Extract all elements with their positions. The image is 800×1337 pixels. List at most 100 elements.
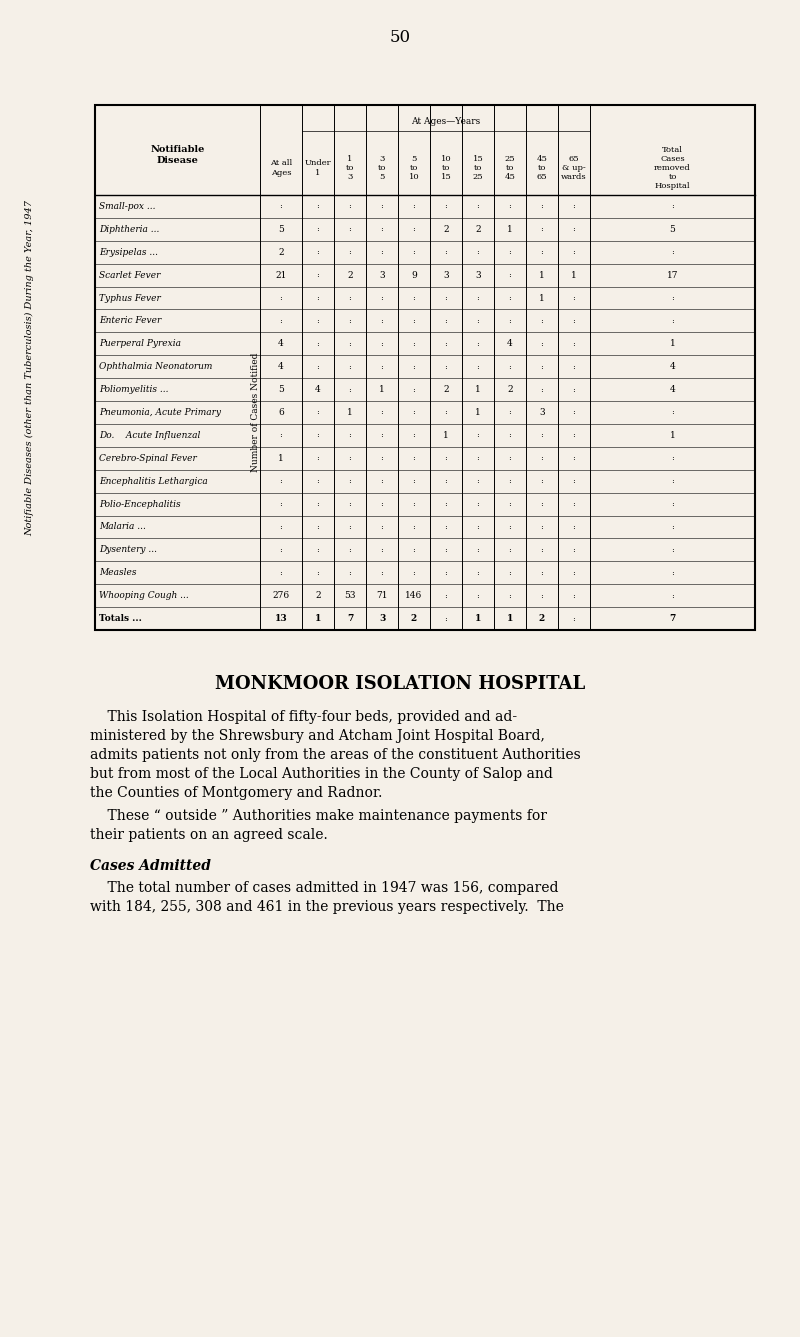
Text: :: : (445, 523, 447, 531)
Text: 1: 1 (475, 385, 481, 394)
Text: 3: 3 (379, 614, 385, 623)
Text: 21: 21 (275, 270, 286, 279)
Text: 2: 2 (347, 270, 353, 279)
Text: :: : (509, 317, 511, 325)
Text: :: : (573, 294, 575, 302)
Text: 2: 2 (443, 385, 449, 394)
Text: Whooping Cough ...: Whooping Cough ... (99, 591, 189, 600)
Text: :: : (671, 455, 674, 463)
Text: :: : (573, 317, 575, 325)
Text: Measles: Measles (99, 568, 137, 578)
Text: 276: 276 (273, 591, 290, 600)
Text: :: : (413, 249, 415, 257)
Text: 2: 2 (507, 385, 513, 394)
Text: with 184, 255, 308 and 461 in the previous years respectively.  The: with 184, 255, 308 and 461 in the previo… (90, 900, 564, 915)
Text: :: : (671, 568, 674, 576)
Text: :: : (671, 202, 674, 210)
Text: :: : (477, 294, 479, 302)
Text: :: : (445, 249, 447, 257)
Text: At all
Ages: At all Ages (270, 159, 292, 176)
Text: :: : (509, 455, 511, 463)
Bar (95, 106, 755, 630)
Text: :: : (671, 409, 674, 417)
Text: :: : (509, 568, 511, 576)
Text: :: : (477, 455, 479, 463)
Text: :: : (573, 523, 575, 531)
Text: 2: 2 (443, 225, 449, 234)
Text: :: : (573, 568, 575, 576)
Text: :: : (573, 500, 575, 508)
Text: :: : (477, 523, 479, 531)
Text: Puerperal Pyrexia: Puerperal Pyrexia (99, 340, 181, 349)
Text: :: : (573, 477, 575, 485)
Text: 4: 4 (507, 340, 513, 349)
Text: 1: 1 (507, 225, 513, 234)
Text: Pneumonia, Acute Primary: Pneumonia, Acute Primary (99, 408, 221, 417)
Text: 1: 1 (670, 340, 675, 349)
Text: Cases Admitted: Cases Admitted (90, 858, 211, 873)
Text: :: : (573, 362, 575, 370)
Text: 1: 1 (315, 614, 321, 623)
Text: 146: 146 (406, 591, 422, 600)
Text: :: : (541, 362, 543, 370)
Text: but from most of the Local Authorities in the County of Salop and: but from most of the Local Authorities i… (90, 767, 553, 781)
Text: 2: 2 (315, 591, 321, 600)
Text: :: : (509, 271, 511, 279)
Text: :: : (509, 592, 511, 600)
Text: :: : (541, 317, 543, 325)
Text: :: : (573, 455, 575, 463)
Text: :: : (477, 202, 479, 210)
Text: :: : (413, 500, 415, 508)
Text: :: : (317, 202, 319, 210)
Text: :: : (541, 432, 543, 440)
Text: :: : (509, 523, 511, 531)
Text: :: : (445, 477, 447, 485)
Text: :: : (671, 523, 674, 531)
Text: :: : (317, 294, 319, 302)
Text: :: : (477, 249, 479, 257)
Text: 5: 5 (670, 225, 675, 234)
Text: Diphtheria ...: Diphtheria ... (99, 225, 159, 234)
Text: 25
to
45: 25 to 45 (505, 155, 515, 182)
Text: :: : (541, 500, 543, 508)
Text: :: : (349, 340, 351, 348)
Text: :: : (317, 226, 319, 234)
Text: 50: 50 (390, 29, 410, 47)
Text: 1: 1 (507, 614, 513, 623)
Text: 5: 5 (278, 225, 284, 234)
Text: :: : (349, 202, 351, 210)
Text: 1: 1 (475, 408, 481, 417)
Text: 5
to
10: 5 to 10 (409, 155, 419, 182)
Text: :: : (381, 362, 383, 370)
Text: :: : (317, 500, 319, 508)
Text: :: : (573, 615, 575, 623)
Text: :: : (349, 362, 351, 370)
Text: :: : (477, 592, 479, 600)
Text: :: : (445, 615, 447, 623)
Text: 7: 7 (670, 614, 676, 623)
Text: :: : (413, 545, 415, 554)
Text: :: : (317, 317, 319, 325)
Text: Do.    Acute Influenzal: Do. Acute Influenzal (99, 431, 200, 440)
Text: 3: 3 (475, 270, 481, 279)
Text: :: : (413, 477, 415, 485)
Text: :: : (477, 317, 479, 325)
Text: Poliomyelitis ...: Poliomyelitis ... (99, 385, 169, 394)
Text: Number of Cases Notified: Number of Cases Notified (250, 353, 259, 472)
Text: :: : (349, 317, 351, 325)
Text: The total number of cases admitted in 1947 was 156, compared: The total number of cases admitted in 19… (90, 881, 558, 894)
Text: 6: 6 (278, 408, 284, 417)
Text: :: : (573, 432, 575, 440)
Text: :: : (381, 409, 383, 417)
Text: :: : (477, 432, 479, 440)
Text: This Isolation Hospital of fifty-four beds, provided and ad-: This Isolation Hospital of fifty-four be… (90, 710, 517, 725)
Text: :: : (381, 477, 383, 485)
Text: 3: 3 (379, 270, 385, 279)
Text: Malaria ...: Malaria ... (99, 523, 146, 532)
Text: 1: 1 (571, 270, 577, 279)
Text: :: : (541, 249, 543, 257)
Text: :: : (573, 249, 575, 257)
Text: :: : (541, 385, 543, 393)
Text: :: : (381, 294, 383, 302)
Text: :: : (279, 545, 282, 554)
